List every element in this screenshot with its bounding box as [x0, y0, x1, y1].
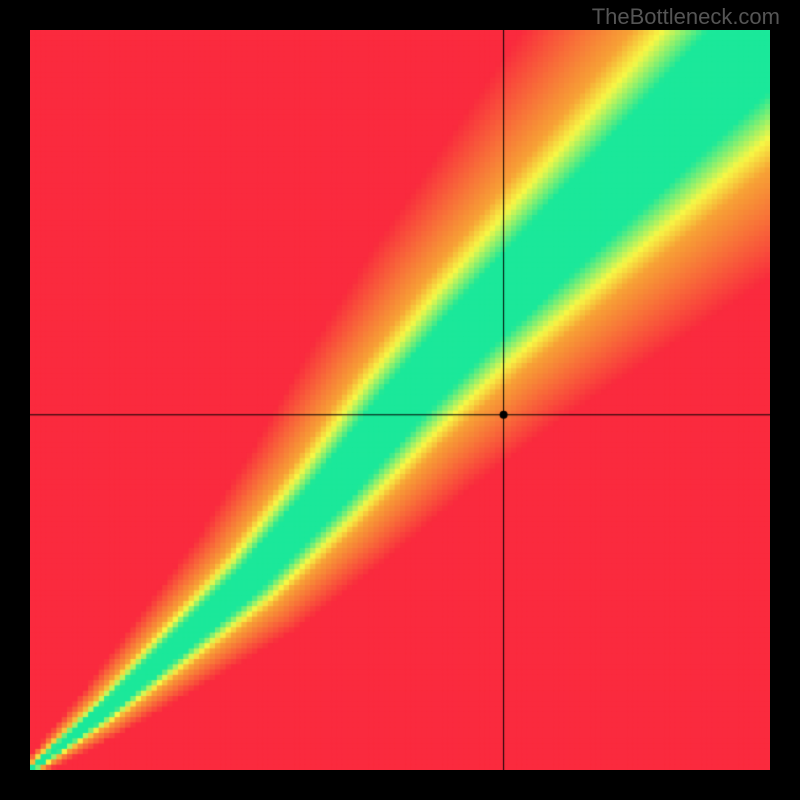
- watermark-text: TheBottleneck.com: [592, 4, 780, 30]
- bottleneck-heatmap: [30, 30, 770, 770]
